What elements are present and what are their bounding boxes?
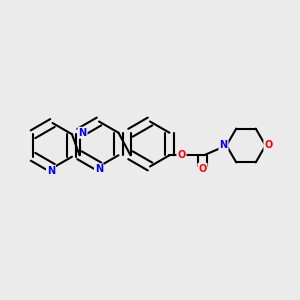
Text: O: O xyxy=(198,164,207,174)
Text: O: O xyxy=(264,140,273,151)
Text: N: N xyxy=(219,140,228,151)
Text: O: O xyxy=(177,150,186,160)
Text: N: N xyxy=(79,128,87,138)
Text: N: N xyxy=(47,166,55,176)
Text: N: N xyxy=(95,164,103,175)
